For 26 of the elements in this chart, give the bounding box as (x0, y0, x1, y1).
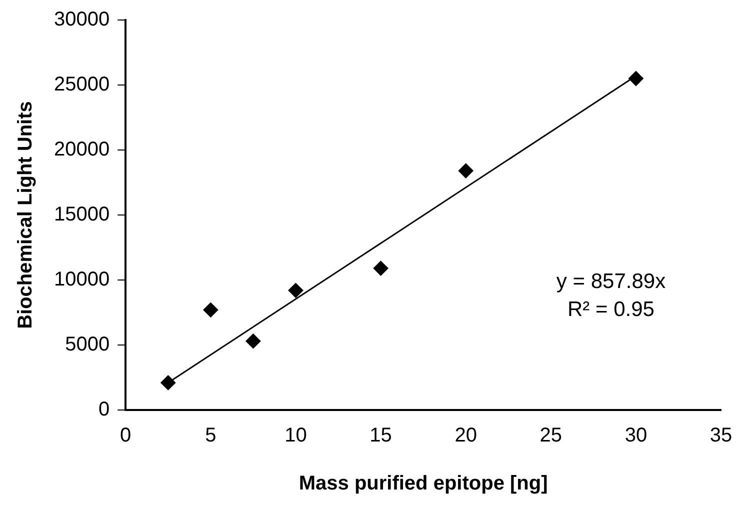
y-tick-label: 25000 (54, 74, 110, 96)
x-axis-title: Mass purified epitope [ng] (298, 472, 548, 495)
x-tick-label: 0 (120, 424, 132, 447)
x-tick-label: 30 (624, 424, 648, 447)
x-tick-label: 35 (710, 424, 732, 447)
y-tick-label: 15000 (54, 204, 110, 226)
point (628, 71, 644, 86)
x-tick-label: 20 (454, 424, 477, 447)
x-tick-label: 5 (205, 424, 216, 447)
y-tick-label: 0 (98, 398, 110, 421)
x-tick-label: 10 (284, 424, 307, 447)
annotation: y = 857.89x (556, 270, 666, 293)
x-tick-label: 25 (540, 424, 562, 447)
point (160, 375, 176, 390)
y-tick-label: 30000 (54, 8, 110, 31)
x-tick-label: 15 (370, 424, 392, 447)
point (458, 163, 474, 178)
y-axis-title: Biochemical Light Units (14, 101, 37, 329)
point (203, 302, 218, 318)
annotation: R² = 0.95 (568, 298, 654, 321)
y-tick-label: 10000 (54, 268, 110, 291)
y-tick-label: 5000 (65, 334, 110, 356)
y-tick-label: 20000 (54, 138, 110, 161)
point (288, 282, 304, 298)
point (246, 334, 261, 349)
point (373, 260, 388, 276)
